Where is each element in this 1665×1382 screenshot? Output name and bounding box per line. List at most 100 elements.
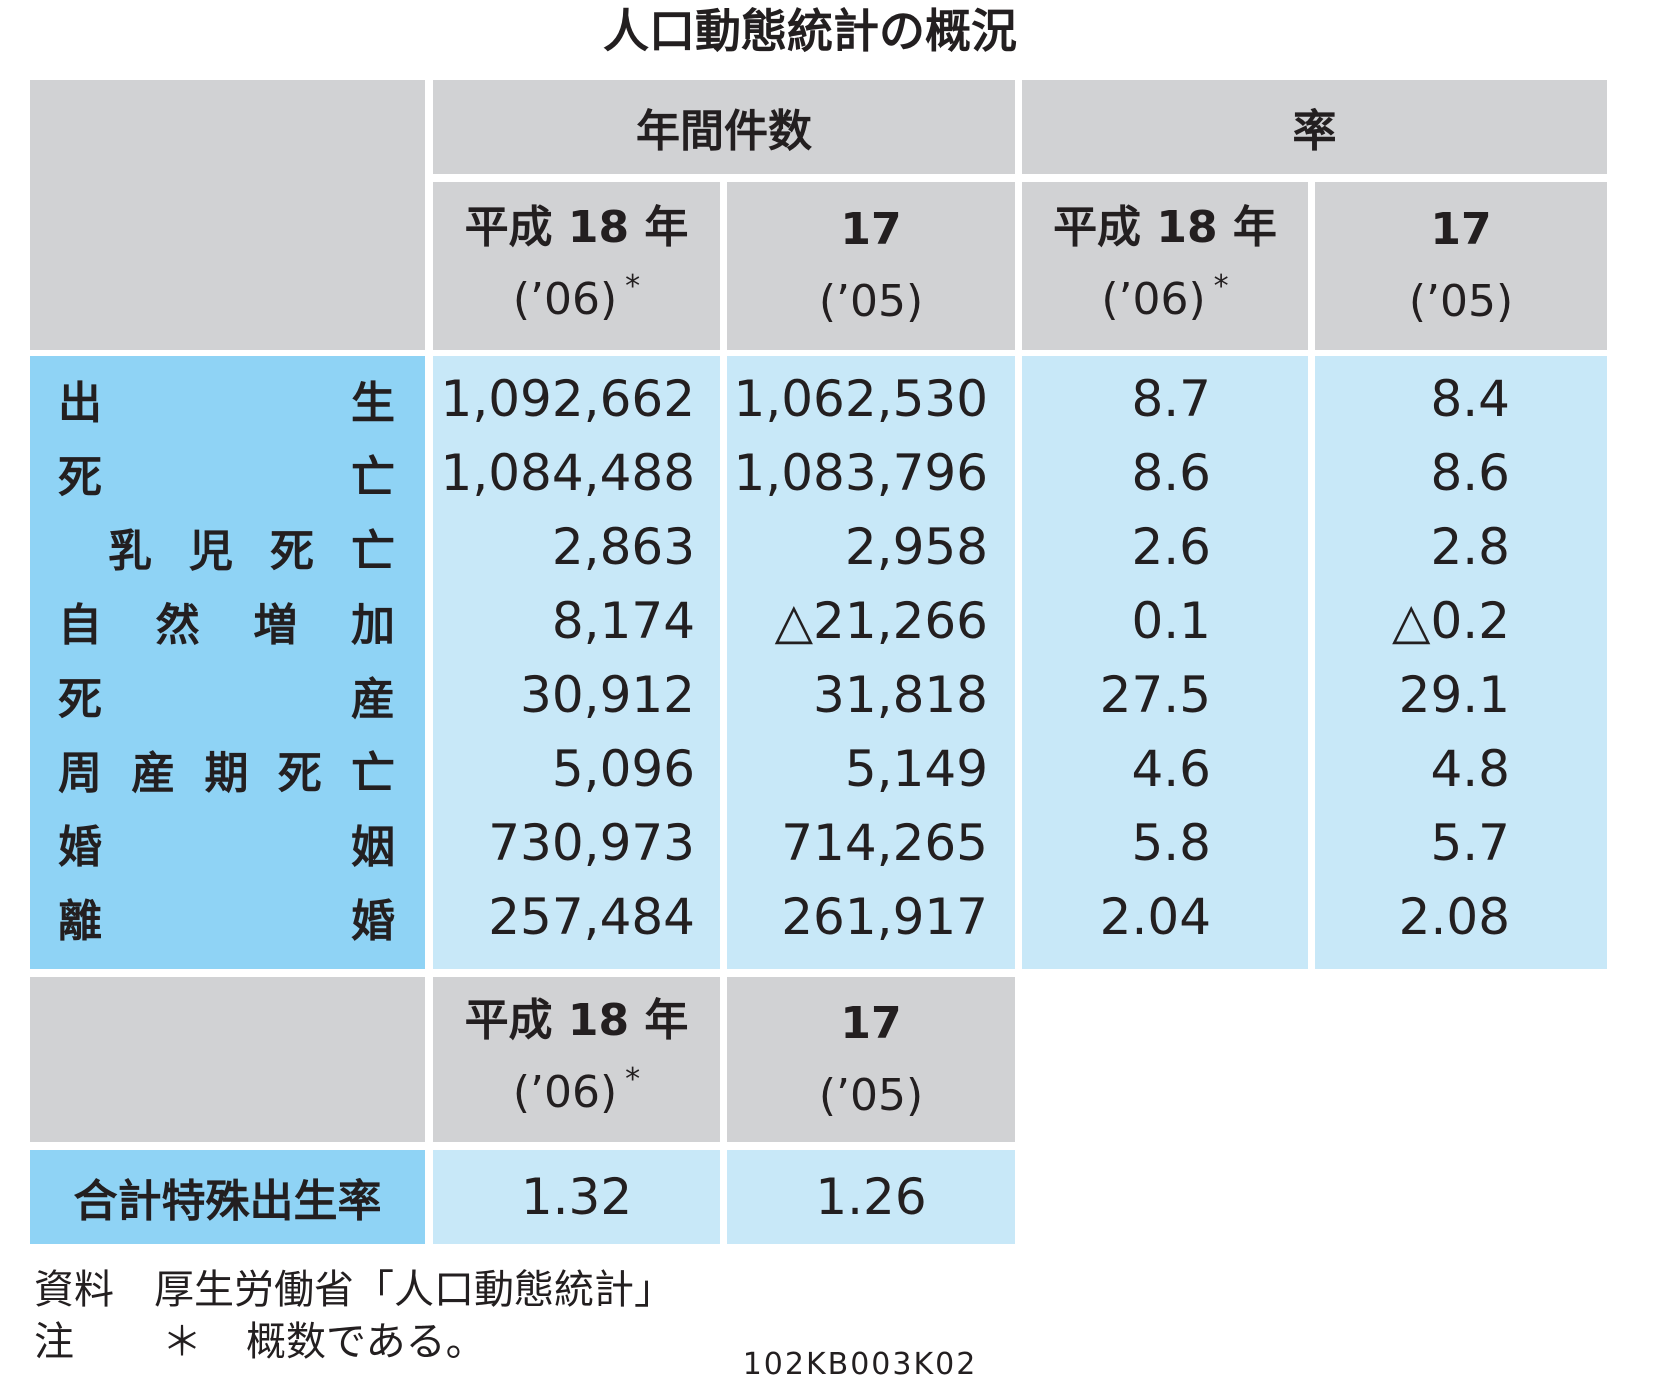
source-note: 資料 厚生労働省「人口動態統計」 xyxy=(34,1264,674,1316)
col-header-line1: 平成 18 年 xyxy=(1053,201,1277,253)
source-label: 資料 xyxy=(34,1267,114,1313)
row-label-char: 周 xyxy=(58,748,102,799)
col-header-line1: 17 xyxy=(840,204,902,255)
count-h18-value: 30,912 xyxy=(520,666,695,724)
row-label: 出生 xyxy=(58,362,395,436)
row-label-char: 産 xyxy=(131,748,176,799)
rate-h18-value: 27.5 xyxy=(1099,666,1211,724)
tfr-col-header-h17: 17 (’05) xyxy=(727,977,1015,1142)
provisional-mark: * xyxy=(625,268,641,304)
count-h17-value: 5,149 xyxy=(844,740,988,798)
row-label-char: 期 xyxy=(204,748,249,799)
rate-h17-value: 2.8 xyxy=(1430,518,1510,576)
col-header-line2: (’06) xyxy=(1101,273,1206,325)
col-header-rates-h17: 17 (’05) xyxy=(1315,182,1607,350)
count-h18-value: 8,174 xyxy=(551,592,695,650)
tfr-value-h18: 1.32 xyxy=(433,1150,720,1244)
row-label-char: 亡 xyxy=(351,526,395,577)
rate-h18-value: 8.6 xyxy=(1131,444,1211,502)
rate-h18-value: 2.6 xyxy=(1131,518,1211,576)
row-label: 周産期死亡 xyxy=(58,732,395,806)
rate-h18-value: 0.1 xyxy=(1131,592,1211,650)
row-label-char: 児 xyxy=(189,526,233,577)
col-header-line2: (’05) xyxy=(818,276,924,327)
col-header-rates-h18: 平成 18 年 (’06) * xyxy=(1022,182,1308,350)
rates-h18-column xyxy=(1022,356,1308,969)
page-title: 人口動態統計の概況 xyxy=(603,4,1017,58)
tfr-value-text: 1.32 xyxy=(520,1168,633,1226)
col-header-line1: 17 xyxy=(840,997,902,1049)
tfr-value-h17: 1.26 xyxy=(727,1150,1015,1244)
row-label-char: 出 xyxy=(58,378,102,429)
tfr-col-header-h18: 平成 18 年 (’06) * xyxy=(433,977,720,1142)
rate-h17-value: 4.8 xyxy=(1430,740,1510,798)
count-h17-value: △21,266 xyxy=(774,592,988,650)
col-header-counts-h17: 17 (’05) xyxy=(727,182,1015,350)
row-label-column xyxy=(30,356,425,969)
row-label: 死亡 xyxy=(58,436,395,510)
document-code: 102KB003K02 xyxy=(742,1347,978,1382)
row-label-char: 死 xyxy=(277,748,322,799)
count-h18-value: 730,973 xyxy=(488,814,695,872)
tfr-label-text: 合計特殊出生率 xyxy=(73,1176,382,1227)
row-label: 乳児死亡 xyxy=(108,510,395,584)
note-label: 注 xyxy=(34,1319,74,1365)
provisional-mark: * xyxy=(625,1062,641,1097)
col-header-line2: (’06) xyxy=(512,273,618,325)
row-label-char: 亡 xyxy=(351,748,395,799)
footnote: 注 ＊ 概数である。 xyxy=(34,1316,486,1368)
count-h18-value: 1,084,488 xyxy=(440,444,695,502)
row-label: 自然増加 xyxy=(58,584,395,658)
counts-h17-column xyxy=(727,356,1015,969)
row-label: 死産 xyxy=(58,658,395,732)
row-label-char: 乳 xyxy=(108,526,152,577)
rate-h17-value: 8.6 xyxy=(1430,444,1510,502)
tfr-value-text: 1.26 xyxy=(815,1168,927,1226)
provisional-mark: * xyxy=(1213,268,1229,304)
source-text: 厚生労働省「人口動態統計」 xyxy=(154,1267,674,1313)
row-label-char: 婚 xyxy=(58,822,102,873)
tfr-label: 合計特殊出生率 xyxy=(30,1150,425,1244)
count-h17-value: 261,917 xyxy=(781,888,988,946)
row-label-char: 加 xyxy=(350,600,395,651)
count-h18-value: 5,096 xyxy=(551,740,695,798)
note-text: 概数である。 xyxy=(246,1319,486,1365)
col-header-line1: 平成 18 年 xyxy=(464,201,689,253)
count-h17-value: 31,818 xyxy=(813,666,988,724)
row-label-char: 自 xyxy=(58,600,102,651)
count-h18-value: 1,092,662 xyxy=(440,370,695,428)
rate-h18-value: 5.8 xyxy=(1131,814,1211,872)
row-label: 離婚 xyxy=(58,880,395,954)
counts-h18-column xyxy=(433,356,720,969)
rate-h17-value: 29.1 xyxy=(1398,666,1510,724)
rate-h17-value: 2.08 xyxy=(1398,888,1510,946)
rate-h17-value: 8.4 xyxy=(1430,370,1510,428)
rate-h18-value: 2.04 xyxy=(1099,888,1211,946)
rate-h18-value: 8.7 xyxy=(1131,370,1211,428)
row-label-char: 増 xyxy=(253,600,298,651)
count-h17-value: 714,265 xyxy=(781,814,988,872)
row-label-char: 産 xyxy=(351,674,395,725)
row-label-char: 亡 xyxy=(351,452,395,503)
count-h18-value: 257,484 xyxy=(488,888,695,946)
col-header-line2: (’05) xyxy=(818,1069,924,1121)
row-label-char: 生 xyxy=(351,378,395,429)
note-mark: ＊ xyxy=(162,1319,202,1365)
group-header-counts: 年間件数 xyxy=(433,80,1015,174)
row-label-char: 離 xyxy=(58,896,102,947)
row-label-char: 姻 xyxy=(351,822,395,873)
count-h17-value: 2,958 xyxy=(844,518,988,576)
tfr-header-corner xyxy=(30,977,425,1142)
col-header-line2: (’05) xyxy=(1408,276,1514,327)
col-header-counts-h18: 平成 18 年 (’06) * xyxy=(433,182,720,350)
rate-h18-value: 4.6 xyxy=(1131,740,1211,798)
col-header-line1: 17 xyxy=(1430,204,1492,255)
col-header-line1: 平成 18 年 xyxy=(464,995,689,1046)
row-label-char: 婚 xyxy=(351,896,395,947)
row-label-char: 死 xyxy=(270,526,314,577)
row-label: 婚姻 xyxy=(58,806,395,880)
row-label-char: 然 xyxy=(155,600,200,651)
rate-h17-value: 5.7 xyxy=(1430,814,1510,872)
count-h17-value: 1,083,796 xyxy=(733,444,988,502)
col-header-line2: (’06) xyxy=(512,1067,618,1118)
